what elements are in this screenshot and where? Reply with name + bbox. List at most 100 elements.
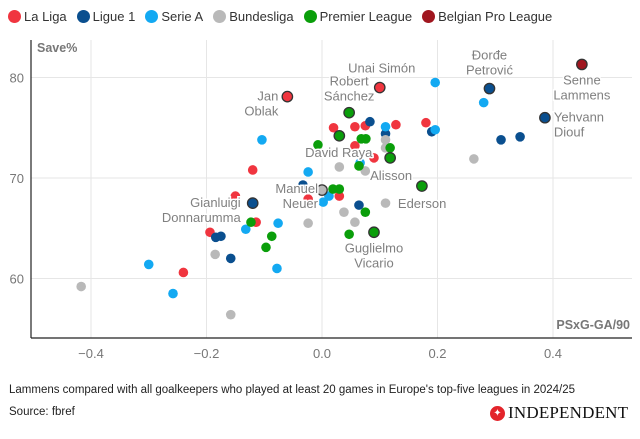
data-point [421,117,431,128]
data-point [478,97,489,108]
data-point [328,122,339,133]
legend-label: La Liga [24,9,67,24]
data-point [247,165,258,175]
data-point [369,153,379,163]
data-point [240,224,251,235]
data-point [303,194,313,204]
legend-item: Premier League [303,9,413,24]
data-point [350,121,360,132]
highlighted-point [368,226,380,239]
source-note: Source: fbref [9,406,75,418]
highlighted-point [539,111,551,124]
legend-swatch-icon [213,10,227,23]
x-tick-label: −0.2 [194,346,220,361]
data-point [266,231,277,242]
data-point [385,143,395,153]
data-point [350,217,360,228]
data-point [273,218,283,229]
x-tick-label: 0.4 [544,346,562,361]
data-point [339,207,349,217]
data-point [225,253,236,264]
legend-item: La Liga [8,9,67,24]
data-point [365,116,375,127]
data-point [350,141,360,151]
data-point [261,242,271,253]
x-axis-title: PSxG-GA/90 [556,318,630,332]
player-label: Petrović [466,63,513,78]
legend-item: Serie A [145,9,203,24]
player-label: Vicario [354,255,394,270]
legend-swatch-icon [76,10,90,23]
player-label: Neuer [283,196,319,211]
data-point [76,281,86,292]
highlighted-point [416,180,428,192]
highlighted-point [384,152,396,164]
x-tick-label: −0.4 [78,346,104,361]
data-point [354,161,364,171]
legend-item: Ligue 1 [76,9,136,24]
legend-swatch-icon [145,10,159,23]
player-label: Diouf [554,125,585,140]
logo-text: INDEPENDENT [508,403,629,422]
y-axis-title: Save% [37,41,77,55]
player-label: Ederson [398,196,446,211]
legend-label: Bundesliga [229,9,294,24]
data-point [303,218,313,229]
legend-swatch-icon [422,10,436,23]
player-label: Yehvann [554,110,604,125]
highlighted-point [576,58,588,71]
y-tick-label: 80 [10,71,24,86]
legend-label: Serie A [161,9,204,24]
player-label: Alisson [370,168,412,183]
data-point [430,124,440,135]
data-point [230,191,241,201]
legend-label: Premier League [319,9,413,24]
player-label: Unai Simón [348,61,415,76]
legend-label: Belgian Pro League [438,9,553,24]
chart-caption: Lammens compared with all goalkeepers wh… [9,384,576,396]
y-tick-label: 60 [10,272,24,287]
data-point [496,135,506,145]
highlighted-point [333,129,346,142]
data-point [430,77,440,88]
data-point [380,135,391,145]
legend: La Liga Ligue 1 Serie A Bundesliga Premier L… [8,9,552,24]
data-point [210,249,220,260]
player-label: Senne [563,72,601,87]
data-point [515,131,525,142]
data-point [361,134,371,144]
independent-logo: ✦ INDEPENDENT [490,403,628,423]
player-label: David Raya [305,145,373,160]
legend-swatch-icon [303,10,317,23]
data-point [303,167,313,177]
highlighted-point [373,81,386,94]
data-point [143,259,154,270]
data-point [380,198,391,208]
data-point [298,180,308,190]
player-label: Manuel [275,181,318,196]
data-point [344,229,354,240]
data-point [334,191,345,201]
highlighted-point [281,90,294,103]
data-point [178,267,189,278]
player-label: Robert [330,74,369,89]
data-point [225,309,236,320]
data-point [216,231,226,242]
data-point [318,197,328,207]
data-point [334,162,345,172]
player-label: Donnarumma [162,210,242,225]
legend-item: Bundesliga [213,9,294,24]
highlighted-point [316,184,328,196]
highlighted-point [343,106,355,119]
eagle-icon: ✦ [490,405,505,421]
data-point [168,288,178,299]
player-label: Guglielmo [345,240,404,255]
data-point [391,119,401,130]
legend-label: Ligue 1 [92,9,136,24]
legend-item: Belgian Pro League [422,9,552,24]
data-point [334,184,345,194]
data-point [360,207,371,217]
player-label: Sánchez [324,89,375,104]
data-point [246,217,256,228]
